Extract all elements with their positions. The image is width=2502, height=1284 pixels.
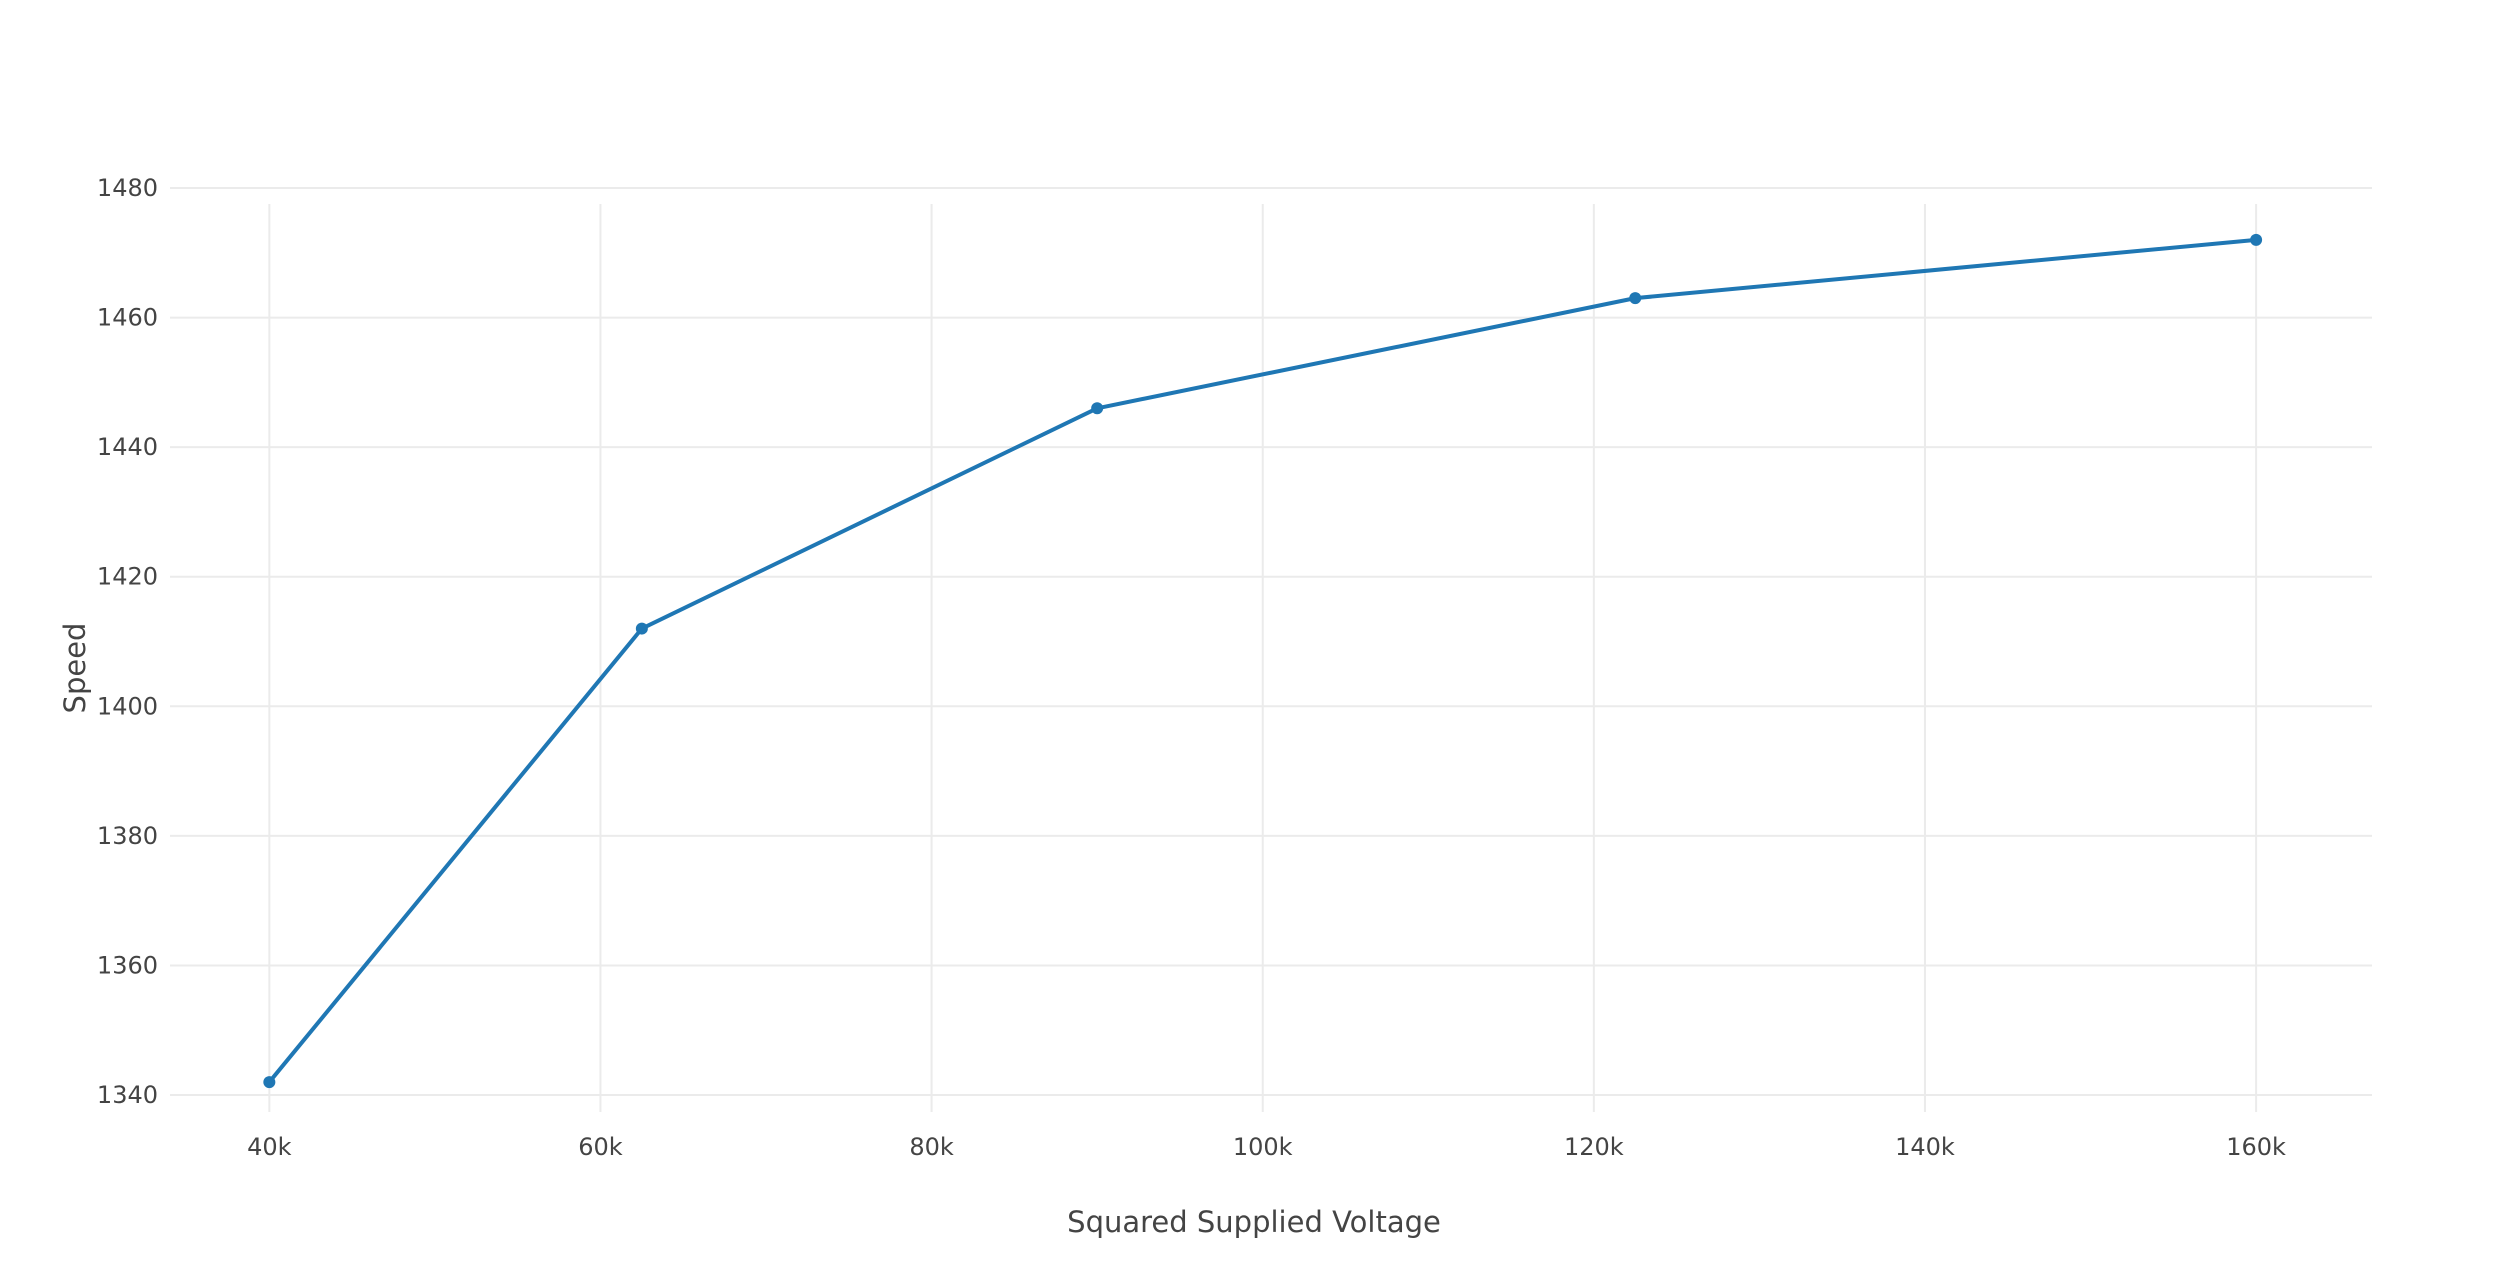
y-tick-label: 1420 [97, 563, 158, 591]
data-point [1629, 292, 1642, 305]
x-tick-label: 60k [578, 1133, 623, 1161]
y-tick-label: 1340 [97, 1081, 158, 1109]
y-tick-labels: 1340 1360 1380 1400 1420 1440 1460 1480 [97, 174, 158, 1109]
x-axis-title: Squared Supplied Voltage [1067, 1205, 1441, 1239]
data-point [635, 622, 648, 635]
data-point [263, 1076, 276, 1089]
y-tick-label: 1460 [97, 304, 158, 332]
y-tick-label: 1440 [97, 433, 158, 461]
x-tick-label: 80k [909, 1133, 954, 1161]
y-tick-label: 1400 [97, 692, 158, 720]
y-tick-label: 1360 [97, 951, 158, 979]
x-tick-labels: 40k 60k 80k 100k 120k 140k 160k [247, 1133, 2286, 1161]
data-point [2250, 233, 2263, 246]
data-point [1091, 402, 1104, 415]
x-tick-label: 140k [1895, 1133, 1955, 1161]
x-tick-label: 100k [1233, 1133, 1293, 1161]
x-gridlines [268, 204, 2258, 1112]
series-layer [263, 233, 2263, 1089]
y-gridlines [170, 187, 2372, 1097]
y-axis-title: Speed [58, 623, 92, 714]
y-tick-label: 1380 [97, 822, 158, 850]
x-tick-label: 120k [1564, 1133, 1624, 1161]
y-tick-label: 1480 [97, 174, 158, 202]
x-tick-label: 160k [2226, 1133, 2286, 1161]
x-tick-label: 40k [247, 1133, 292, 1161]
